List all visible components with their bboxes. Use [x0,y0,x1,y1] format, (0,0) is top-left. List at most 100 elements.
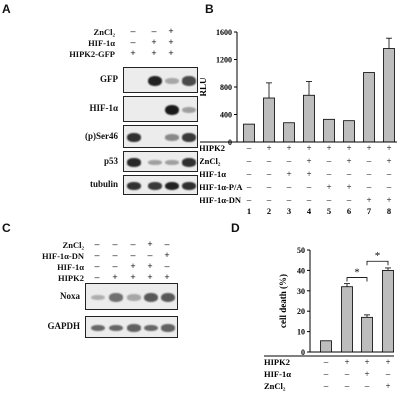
blot-band [165,134,179,141]
condition-sign: – [344,381,350,391]
blot-label: Noxa [60,290,80,301]
blot-strip [123,96,198,122]
significance-bracket [346,277,368,282]
condition-sign: + [286,143,291,153]
blot-band [91,324,105,332]
bar [243,123,255,143]
blot-band [109,324,123,332]
condition-sign: – [94,239,100,249]
condition-sign: – [112,250,118,260]
blot-label: (p)Ser46 [85,130,118,141]
lane-number: 7 [367,206,372,216]
condition-sign: + [168,48,174,58]
condition-sign: + [306,156,311,166]
condition-sign: – [246,143,252,153]
condition-sign: – [286,156,292,166]
condition-sign: – [94,272,100,282]
condition-sign: – [366,169,372,179]
condition-sign: – [94,261,100,271]
blot-band [91,294,105,301]
chart-d-cell-death: 0 10 20 30 40 50 cell death (%) HIPK2 – + + + HIF-1α… [264,246,394,391]
y-tick-label: 40 [297,266,305,275]
condition-sign: – [266,195,272,205]
blot-band [109,293,123,302]
condition-sign: – [323,369,329,379]
condition-label: HIF-1α-P/A [200,182,243,192]
condition-sign: – [386,182,392,192]
blot-strip [123,67,198,93]
blot-band [165,77,179,84]
y-tick-label: 0 [301,348,305,357]
condition-sign: + [147,239,153,249]
condition-sign: – [364,381,370,391]
blot-band [165,159,179,166]
condition-sign: – [112,239,118,249]
blot-label: tubulin [89,179,118,189]
condition-sign: + [151,48,157,58]
condition-sign: + [164,272,170,282]
panel-label-d: D [231,221,240,235]
blot-band [144,292,158,303]
blot-band [161,324,175,332]
condition-sign: – [94,250,100,260]
bar [341,286,353,353]
condition-sign: – [326,156,332,166]
condition-sign: – [130,37,136,47]
condition-label: ZnCl₂ [264,381,286,391]
condition-sign: – [346,195,352,205]
condition-label: HIPK2-GFP [69,49,115,59]
condition-sign: – [306,195,312,205]
condition-sign: – [266,169,272,179]
y-axis-label: RLU [200,77,208,97]
lane-number: 8 [387,206,391,216]
y-tick-label: 800 [220,83,232,92]
y-tick-label: 1600 [216,28,232,37]
condition-sign: + [168,37,174,47]
condition-label: HIF-1α-DN [41,251,84,261]
condition-sign: + [130,261,136,271]
condition-sign: – [386,169,392,179]
condition-sign: – [326,169,332,179]
condition-sign: – [366,182,372,192]
condition-sign: + [306,169,311,179]
blot-band [127,294,141,301]
condition-label: ZnCl₂ [62,240,84,250]
condition-sign: – [246,195,252,205]
condition-sign: + [386,195,391,205]
condition-label: HIF-1α-DN [200,195,242,205]
bar [303,94,315,143]
condition-sign: – [112,261,118,271]
y-tick-label: 20 [297,307,305,316]
lane-number: 6 [347,206,351,216]
blot-band [127,324,141,332]
condition-label: HIF-1α [88,38,115,48]
condition-sign: + [346,156,351,166]
condition-label: HIPK2 [264,357,290,367]
bar [320,340,332,353]
condition-label: HIPK2 [58,273,84,283]
condition-sign: + [364,369,369,379]
panel-label-b: B [205,2,214,16]
y-axis-label: cell death (%) [278,274,288,328]
condition-sign: + [164,250,170,260]
condition-sign: + [151,37,157,47]
bar [323,118,335,143]
blot-strip [123,175,198,195]
bar [382,270,394,353]
condition-sign: – [151,26,157,36]
condition-sign: + [266,143,271,153]
blot-band [182,76,196,86]
blot-strip [85,283,178,310]
lane-number: 2 [267,206,271,216]
condition-sign: + [147,261,153,271]
panel-label-a: A [2,2,11,16]
condition-sign: + [286,169,291,179]
blot-strip [123,151,198,172]
condition-sign: + [130,48,136,58]
condition-sign: – [130,239,136,249]
blot-strip [85,316,178,338]
condition-sign: – [147,250,153,260]
condition-sign: – [266,182,272,192]
blot-band [182,182,196,190]
blot-band [148,159,162,166]
